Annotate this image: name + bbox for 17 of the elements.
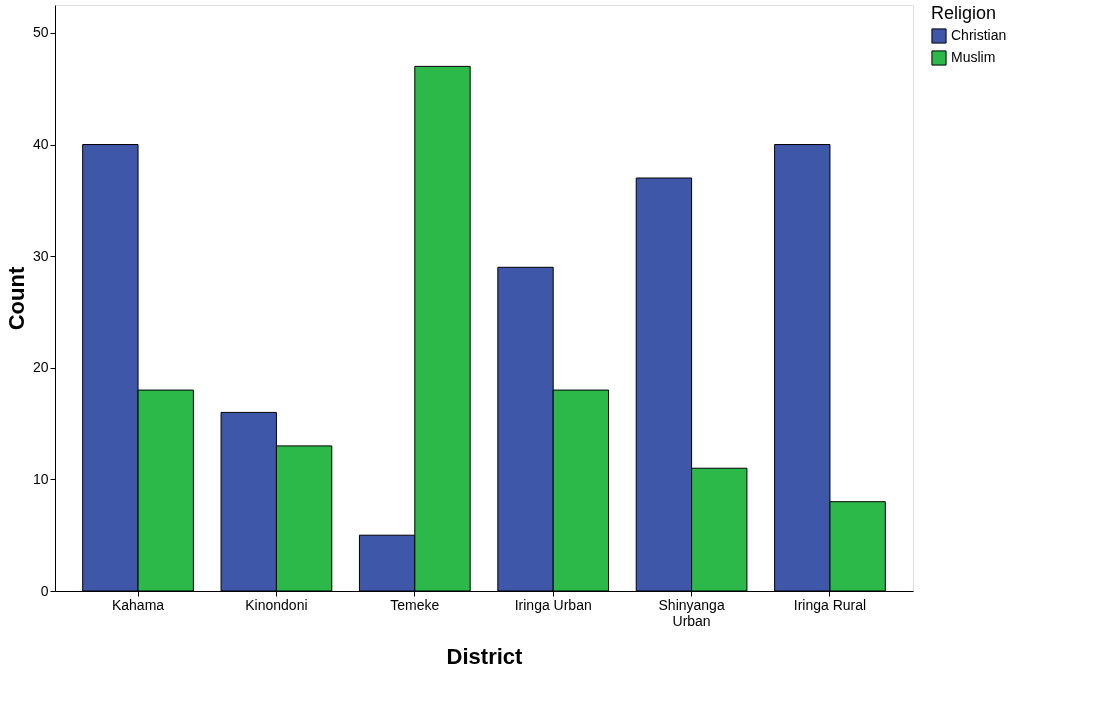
x-tick-label: Kinondoni bbox=[245, 596, 308, 613]
legend-label: Muslim bbox=[951, 49, 996, 65]
legend-label: Christian bbox=[951, 27, 1007, 43]
x-tick-label: Iringa Urban bbox=[514, 596, 592, 613]
y-tick-label: 50 bbox=[32, 24, 49, 41]
x-tick-label: Kahama bbox=[111, 596, 165, 613]
legend-title: Religion bbox=[931, 3, 997, 23]
x-axis-title: District bbox=[446, 643, 524, 669]
y-tick-label: 10 bbox=[32, 470, 49, 487]
y-axis-title: Count bbox=[3, 266, 29, 331]
y-tick-label: 20 bbox=[32, 359, 49, 376]
x-tick-label: Iringa Rural bbox=[793, 596, 867, 613]
y-tick-label: 30 bbox=[32, 247, 49, 264]
y-tick-label: 40 bbox=[32, 136, 49, 153]
x-tick-label: Temeke bbox=[390, 596, 440, 613]
y-tick-label: 0 bbox=[40, 582, 49, 599]
x-tick-label: Shinyanga Urban bbox=[658, 596, 725, 629]
